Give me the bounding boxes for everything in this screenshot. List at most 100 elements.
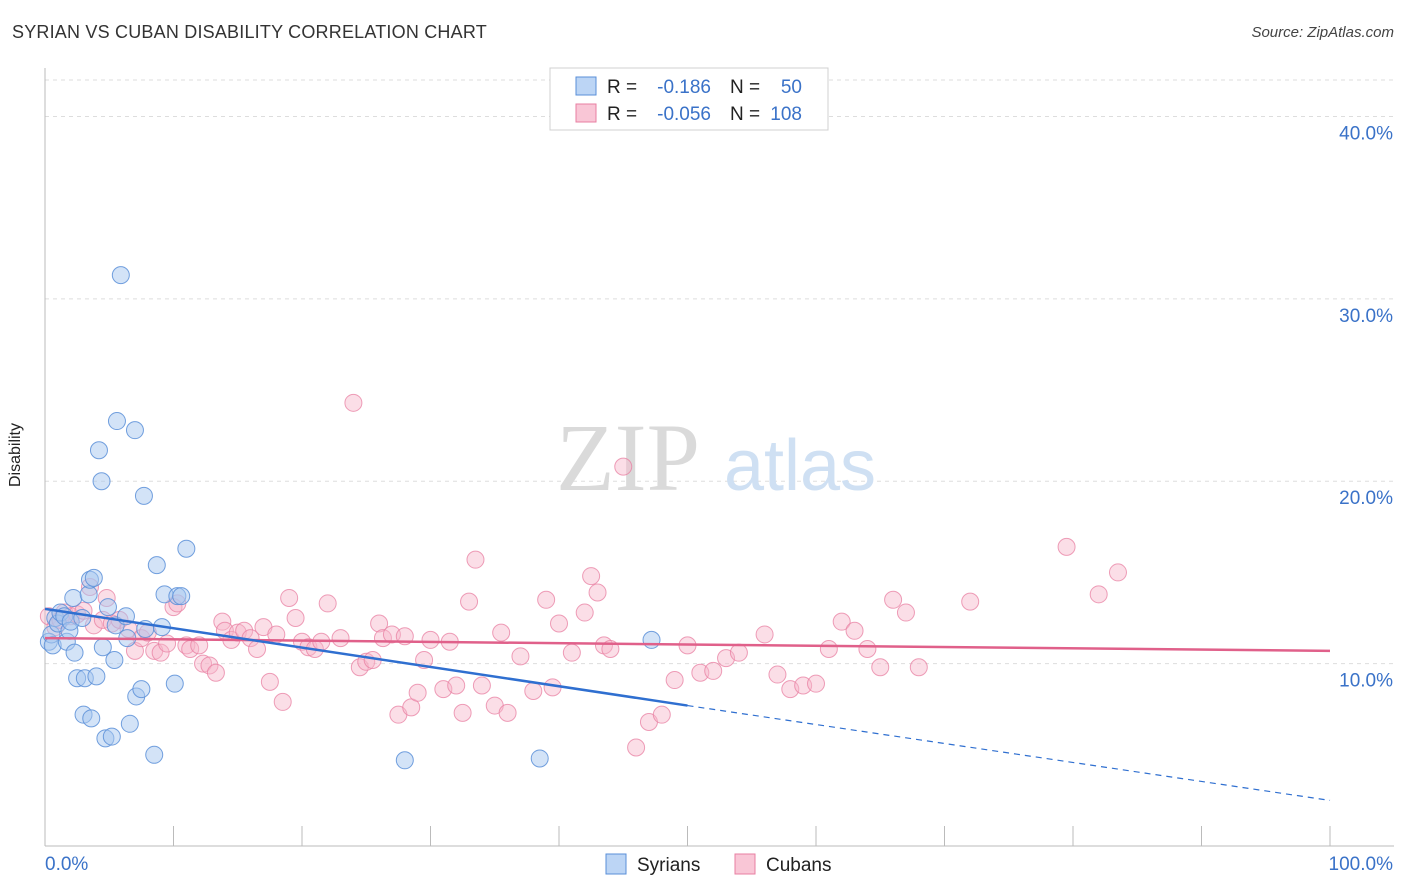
legend-r-value-cubans: -0.056 (657, 104, 711, 125)
y-tick-label-40: 40.0% (1339, 123, 1393, 144)
cubans-point (151, 643, 170, 662)
syrians-trend-extension (687, 704, 1331, 801)
syrians-point (64, 588, 83, 607)
y-tick-label-10: 10.0% (1339, 671, 1393, 692)
syrians-point (132, 680, 151, 699)
cubans-point (832, 612, 851, 631)
cubans-point (909, 658, 928, 677)
legend-r-value-syrians: -0.186 (657, 77, 711, 98)
syrians-point (172, 587, 191, 606)
cubans-point (492, 623, 511, 642)
syrians-point (65, 643, 84, 662)
cubans-point (884, 590, 903, 609)
legend-n-value-cubans: 108 (770, 104, 802, 125)
syrians-point (82, 709, 101, 728)
cubans-point (1089, 585, 1108, 604)
legend-swatch-cubans (575, 103, 597, 123)
cubans-point (588, 583, 607, 602)
watermark-zip: ZIP (556, 404, 700, 511)
cubans-point (472, 676, 491, 695)
cubans-point (318, 594, 337, 613)
syrians-point (147, 556, 166, 575)
cubans-point (575, 603, 594, 622)
x-tick-label-0: 0.0% (45, 854, 88, 875)
cubans-point (370, 614, 389, 633)
syrians-points (39, 266, 661, 770)
legend-n-label-syrians: N = (730, 77, 760, 98)
cubans-point (280, 588, 299, 607)
cubans-point (344, 393, 363, 412)
gridlines (45, 79, 1394, 665)
syrians-point (89, 441, 108, 460)
cubans-point (408, 683, 427, 702)
syrians-point (98, 598, 117, 617)
legend-r-label-syrians: R = (607, 77, 637, 98)
cubans-point (453, 703, 472, 722)
syrians-point (92, 472, 111, 491)
cubans-point (704, 661, 723, 680)
cubans-point (421, 630, 440, 649)
bottom-legend-swatch-cubans (734, 853, 756, 875)
cubans-point (260, 672, 279, 691)
syrians-point (73, 609, 92, 628)
syrians-point (145, 745, 164, 764)
legend-n-value-syrians: 50 (781, 77, 802, 98)
cubans-point (768, 665, 787, 684)
bottom-legend-swatch-syrians (605, 853, 627, 875)
syrians-point (177, 539, 196, 558)
cubans-point (498, 703, 517, 722)
axes (44, 68, 1394, 847)
syrians-point (120, 714, 139, 733)
syrians-point (395, 751, 414, 770)
y-tick-label-30: 30.0% (1339, 306, 1393, 327)
cubans-point (665, 671, 684, 690)
syrians-point (165, 674, 184, 693)
series-legend: Syrians Cubans (605, 853, 832, 876)
cubans-point (858, 640, 877, 659)
syrians-point (530, 749, 549, 768)
legend-swatch-syrians (575, 76, 597, 96)
cubans-point (562, 643, 581, 662)
syrians-point (102, 727, 121, 746)
cubans-point (582, 567, 601, 586)
cubans-point (614, 457, 633, 476)
cubans-point (466, 550, 485, 569)
cubans-point (200, 656, 219, 675)
cubans-point (627, 738, 646, 757)
syrians-point (105, 650, 124, 669)
cubans-point (511, 647, 530, 666)
cubans-point (652, 705, 671, 724)
legend-n-label-cubans: N = (730, 104, 760, 125)
source-credit: Source: ZipAtlas.com (1251, 24, 1394, 41)
cubans-point (206, 663, 225, 682)
cubans-point (961, 592, 980, 611)
legend-r-label-cubans: R = (607, 104, 637, 125)
cubans-point (447, 676, 466, 695)
chart-title: SYRIAN VS CUBAN DISABILITY CORRELATION C… (12, 22, 487, 42)
syrians-point (125, 421, 144, 440)
cubans-point (1057, 537, 1076, 556)
bottom-legend-label-cubans: Cubans (766, 855, 832, 876)
cubans-point (537, 590, 556, 609)
cubans-point (524, 681, 543, 700)
cubans-point (807, 674, 825, 693)
cubans-point (158, 634, 177, 653)
cubans-point (871, 658, 890, 677)
bottom-legend-label-syrians: Syrians (637, 855, 700, 876)
cubans-point (273, 692, 292, 711)
cubans-point (190, 636, 209, 655)
tick-labels: 10.0% 20.0% 30.0% 40.0% 0.0% 100.0% (45, 123, 1393, 875)
cubans-point (286, 609, 305, 628)
syrians-point (107, 412, 126, 431)
syrians-trend-line (44, 607, 688, 707)
cubans-point (1108, 563, 1127, 582)
watermark: ZIP atlas (556, 404, 876, 511)
cubans-point (460, 592, 479, 611)
syrians-point (84, 568, 103, 587)
cubans-point (845, 621, 864, 640)
cubans-point (755, 625, 774, 644)
syrians-point (111, 266, 130, 285)
syrians-point (134, 486, 153, 505)
trend-lines (44, 607, 1331, 801)
